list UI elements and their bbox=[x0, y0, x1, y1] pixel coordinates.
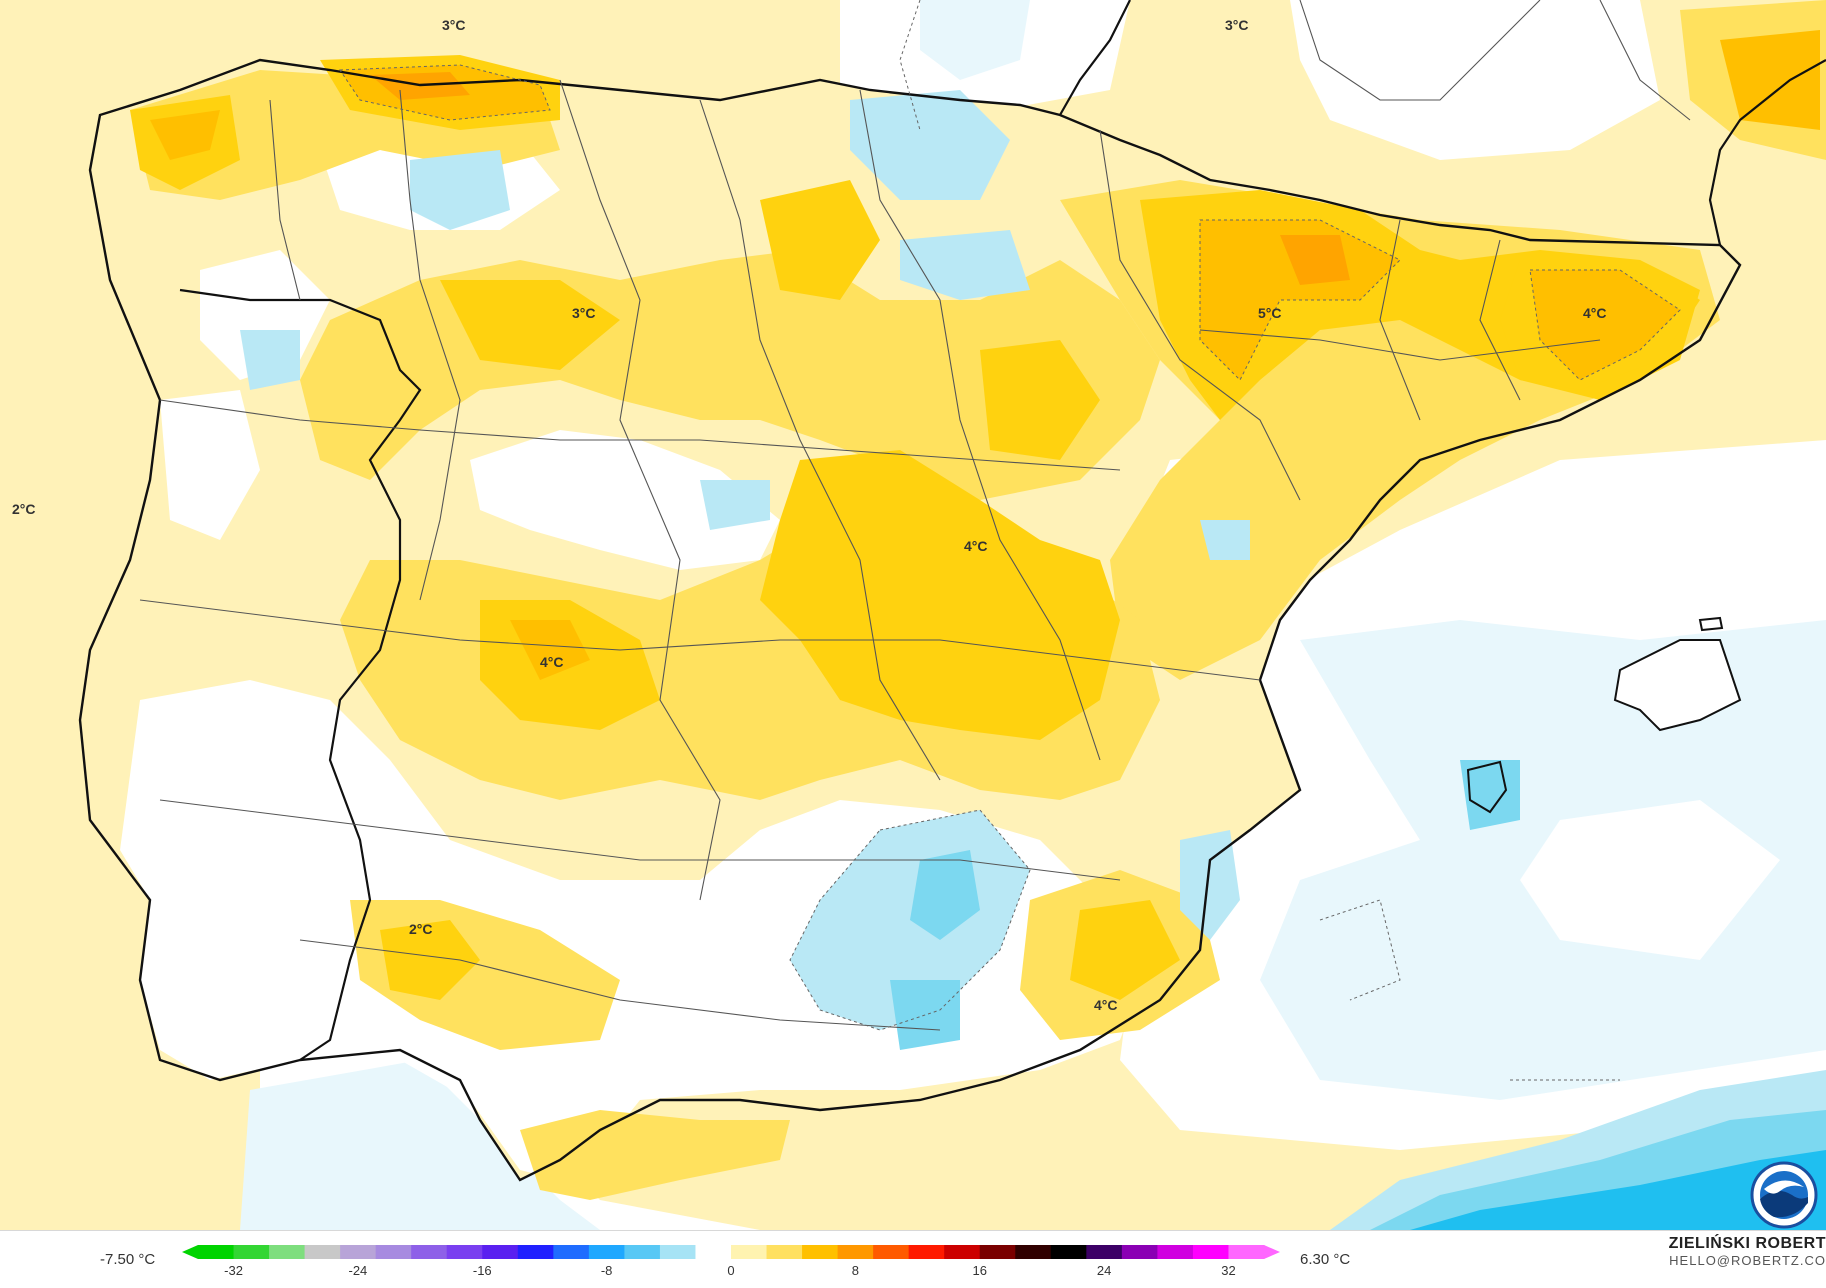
author-name: ZIELIŃSKI ROBERT bbox=[1668, 1235, 1826, 1252]
colorbar-tick-label: 16 bbox=[972, 1263, 987, 1278]
colorbar-swatch bbox=[979, 1245, 1016, 1259]
colorbar-tick-label: 24 bbox=[1096, 1263, 1112, 1278]
temp-label: 4°C bbox=[1094, 997, 1118, 1013]
land-neutral-southwest bbox=[120, 680, 1150, 1180]
colorbar-swatch bbox=[411, 1245, 448, 1259]
temp-label: 4°C bbox=[540, 654, 564, 670]
gold-patch-castilla-mancha bbox=[760, 450, 1120, 740]
mallorca-island bbox=[1613, 639, 1742, 732]
temp-label: 2°C bbox=[409, 921, 433, 937]
author-email: HELLO@ROBERTZ.CO bbox=[1669, 1253, 1826, 1268]
hot-core-catalonia bbox=[1530, 270, 1680, 380]
cold-patch-valencia bbox=[1200, 520, 1250, 560]
gold-patch-murcia bbox=[1070, 900, 1180, 1000]
colorbar-swatch bbox=[517, 1245, 554, 1259]
colorbar-swatch bbox=[1157, 1245, 1194, 1259]
cold-patch-portugal-north bbox=[240, 330, 300, 390]
colorbar-swatch bbox=[1228, 1245, 1265, 1259]
peninsula-coastline bbox=[78, 58, 1742, 1182]
colorbar-tick-label: -8 bbox=[600, 1263, 613, 1278]
colorbar-swatch bbox=[1050, 1245, 1087, 1259]
land-neutral-center bbox=[470, 430, 780, 570]
temp-label: 4°C bbox=[964, 538, 988, 554]
colorbar-swatch bbox=[553, 1245, 590, 1259]
author-credit: ZIELIŃSKI ROBERT HELLO@ROBERTZ.CO bbox=[1526, 1235, 1826, 1268]
colorbar-swatch bbox=[837, 1245, 874, 1259]
colorbar-swatch bbox=[908, 1245, 945, 1259]
biscay-blue-patch bbox=[920, 0, 1030, 80]
portugal-border bbox=[179, 288, 422, 1061]
colorbar-swatch bbox=[482, 1245, 519, 1259]
colorbar-swatch bbox=[1121, 1245, 1158, 1259]
anomaly-contours bbox=[339, 0, 1681, 1081]
colorbar-swatch bbox=[624, 1245, 661, 1259]
colorbar-swatch bbox=[802, 1245, 839, 1259]
hot-core-galicia bbox=[150, 110, 220, 160]
province-boundaries bbox=[139, 0, 1691, 1031]
colorbar-swatch bbox=[340, 1245, 377, 1259]
colorbar-arrow-max bbox=[1264, 1245, 1280, 1259]
colorbar-swatch bbox=[944, 1245, 981, 1259]
colorbar-swatch bbox=[304, 1245, 341, 1259]
sea-white-patch bbox=[1520, 800, 1780, 960]
colorbar-swatch bbox=[1015, 1245, 1052, 1259]
colorbar-arrow-min bbox=[182, 1245, 198, 1259]
temp-label: 5°C bbox=[1258, 305, 1282, 321]
colorbar-tick-label: -16 bbox=[472, 1263, 492, 1278]
legend-max-label: 6.30 °C bbox=[1300, 1251, 1351, 1268]
warm-band-andalusia bbox=[520, 1110, 790, 1200]
france-neutral-area bbox=[1290, 0, 1660, 160]
colorbar-swatch bbox=[1086, 1245, 1123, 1259]
temp-label: 3°C bbox=[572, 305, 596, 321]
gold-patch-burgos bbox=[760, 180, 880, 300]
france-coastline bbox=[1059, 0, 1826, 246]
gold-patch-andalusia bbox=[380, 920, 480, 1000]
colorbar-swatch bbox=[269, 1245, 306, 1259]
noaa-logo-icon bbox=[1750, 1161, 1818, 1229]
cold-patch-alicante bbox=[1180, 830, 1240, 940]
atlantic-pale-blue-area bbox=[240, 1060, 600, 1230]
colorbar-swatch bbox=[198, 1245, 235, 1259]
orange-core-aragon bbox=[1280, 235, 1350, 285]
colorbar-tick-label: -32 bbox=[224, 1263, 243, 1278]
cold-patch-granada-core bbox=[910, 850, 980, 940]
cold-patch-navarra bbox=[900, 230, 1030, 300]
ibiza-island bbox=[1466, 760, 1508, 814]
colorbar-tick-label: 8 bbox=[851, 1263, 859, 1278]
colorbar-swatch bbox=[446, 1245, 483, 1259]
gold-patch-leon bbox=[440, 280, 620, 370]
colorbar-swatch bbox=[233, 1245, 270, 1259]
temp-label: 4°C bbox=[1583, 305, 1607, 321]
colorbar-tick-label: 0 bbox=[727, 1263, 735, 1278]
colorbar-swatch bbox=[873, 1245, 910, 1259]
cold-patch-madrid bbox=[700, 480, 770, 530]
legend-min-label: -7.50 °C bbox=[100, 1251, 156, 1268]
cold-patch-asturias bbox=[410, 150, 510, 230]
colorbar-swatch bbox=[659, 1245, 696, 1259]
hot-core-france bbox=[1720, 30, 1820, 130]
cold-patch-basque bbox=[850, 90, 1010, 200]
temperature-anomaly-map: 3°C 3°C 3°C 2°C 5°C 4°C 4°C 4°C 2°C 4°C bbox=[0, 0, 1826, 1230]
colorbar-swatch bbox=[731, 1245, 768, 1259]
colorbar-swatch bbox=[766, 1245, 803, 1259]
temp-label: 3°C bbox=[1225, 17, 1249, 33]
colorbar-swatch bbox=[695, 1245, 732, 1259]
temp-label: 2°C bbox=[12, 501, 36, 517]
colorbar bbox=[182, 1245, 1280, 1259]
temp-label: 3°C bbox=[442, 17, 466, 33]
gold-patch-soria bbox=[980, 340, 1100, 460]
colorbar-legend: -7.50 °C -32 -24 -16 -8 0 8 16 24 32 6.30 °C ZIE… bbox=[0, 1230, 1826, 1288]
temperature-labels: 3°C 3°C 3°C 2°C 5°C 4°C 4°C 4°C 2°C 4°C bbox=[12, 17, 1607, 1013]
menorca-island bbox=[1698, 616, 1724, 632]
colorbar-tick-label: 32 bbox=[1221, 1263, 1236, 1278]
land-neutral-west bbox=[160, 390, 260, 540]
colorbar-swatch bbox=[1192, 1245, 1229, 1259]
hot-core-extremadura bbox=[510, 620, 590, 680]
african-coast-cold-3 bbox=[1410, 1150, 1826, 1230]
colorbar-swatch bbox=[588, 1245, 625, 1259]
colorbar-swatch bbox=[375, 1245, 412, 1259]
colorbar-tick-label: -24 bbox=[348, 1263, 368, 1278]
